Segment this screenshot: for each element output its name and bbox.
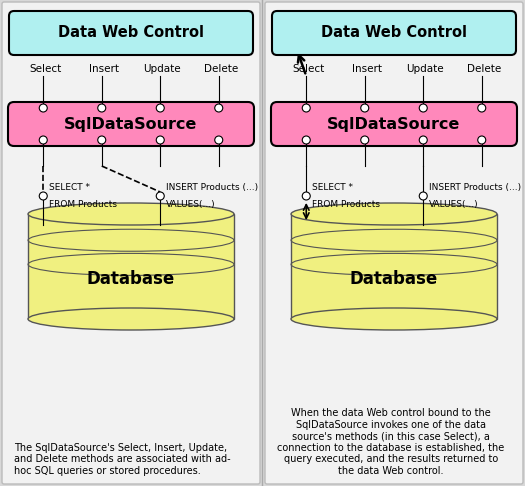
Text: Update: Update bbox=[143, 64, 181, 74]
Circle shape bbox=[156, 192, 164, 200]
Text: Select: Select bbox=[29, 64, 61, 74]
FancyBboxPatch shape bbox=[2, 2, 260, 484]
FancyBboxPatch shape bbox=[271, 102, 517, 146]
Circle shape bbox=[478, 136, 486, 144]
Circle shape bbox=[98, 136, 106, 144]
Circle shape bbox=[419, 192, 427, 200]
Circle shape bbox=[39, 192, 47, 200]
Bar bbox=[28, 214, 234, 319]
Text: SqlDataSource: SqlDataSource bbox=[327, 117, 461, 132]
Circle shape bbox=[98, 104, 106, 112]
Text: Delete: Delete bbox=[204, 64, 238, 74]
Circle shape bbox=[302, 104, 310, 112]
Text: FROM Products: FROM Products bbox=[49, 200, 117, 209]
Text: INSERT Products (...): INSERT Products (...) bbox=[429, 183, 521, 192]
Text: Select: Select bbox=[292, 64, 324, 74]
Circle shape bbox=[39, 104, 47, 112]
Text: Update: Update bbox=[406, 64, 444, 74]
Circle shape bbox=[39, 136, 47, 144]
Text: Insert: Insert bbox=[352, 64, 382, 74]
Ellipse shape bbox=[291, 203, 497, 225]
Text: SqlDataSource: SqlDataSource bbox=[64, 117, 198, 132]
Ellipse shape bbox=[28, 308, 234, 330]
Circle shape bbox=[419, 104, 427, 112]
FancyBboxPatch shape bbox=[9, 11, 253, 55]
Text: SELECT *: SELECT * bbox=[49, 183, 90, 192]
Ellipse shape bbox=[291, 308, 497, 330]
Text: FROM Products: FROM Products bbox=[312, 200, 380, 209]
Text: When the data Web control bound to the
SqlDataSource invokes one of the data
sou: When the data Web control bound to the S… bbox=[277, 408, 504, 476]
Circle shape bbox=[215, 104, 223, 112]
FancyBboxPatch shape bbox=[8, 102, 254, 146]
Text: SELECT *: SELECT * bbox=[312, 183, 353, 192]
Text: The SqlDataSource's Select, Insert, Update,
and Delete methods are associated wi: The SqlDataSource's Select, Insert, Upda… bbox=[14, 443, 230, 476]
Text: INSERT Products (...): INSERT Products (...) bbox=[166, 183, 258, 192]
Circle shape bbox=[215, 136, 223, 144]
Text: Database: Database bbox=[350, 270, 438, 288]
Text: Database: Database bbox=[87, 270, 175, 288]
Circle shape bbox=[302, 192, 310, 200]
Text: Insert: Insert bbox=[89, 64, 119, 74]
Bar bbox=[291, 214, 497, 319]
Circle shape bbox=[361, 104, 369, 112]
Circle shape bbox=[302, 136, 310, 144]
Circle shape bbox=[156, 104, 164, 112]
Text: VALUES(...): VALUES(...) bbox=[166, 200, 216, 209]
Text: Delete: Delete bbox=[467, 64, 501, 74]
Circle shape bbox=[478, 104, 486, 112]
FancyBboxPatch shape bbox=[265, 2, 523, 484]
Text: Data Web Control: Data Web Control bbox=[321, 25, 467, 40]
Ellipse shape bbox=[28, 203, 234, 225]
Text: VALUES(...): VALUES(...) bbox=[429, 200, 479, 209]
Text: Data Web Control: Data Web Control bbox=[58, 25, 204, 40]
Circle shape bbox=[156, 136, 164, 144]
Circle shape bbox=[361, 136, 369, 144]
Circle shape bbox=[419, 136, 427, 144]
FancyBboxPatch shape bbox=[272, 11, 516, 55]
